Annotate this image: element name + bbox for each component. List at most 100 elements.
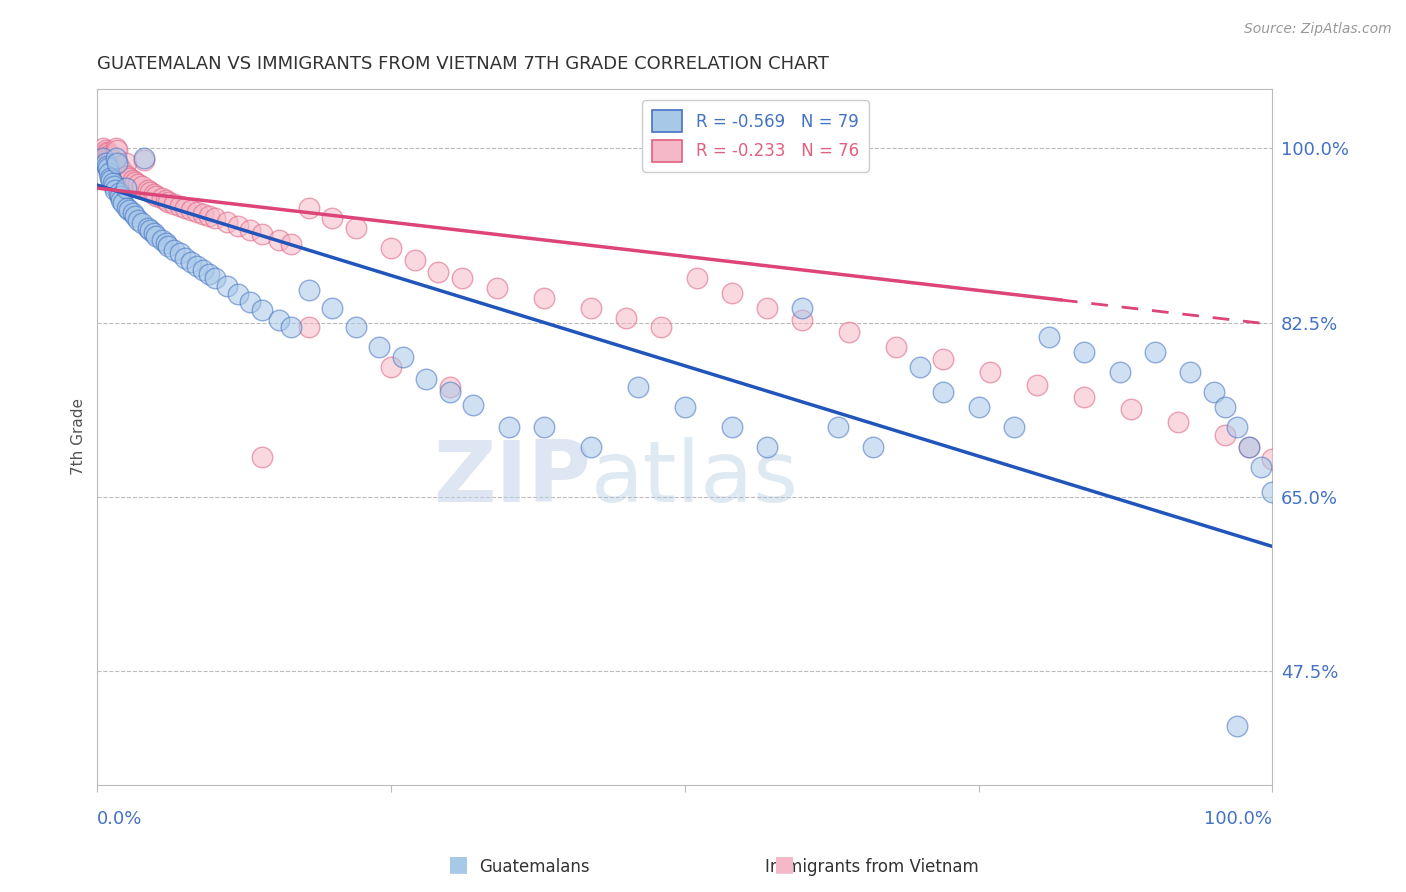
Point [533,291,555,305]
Text: GUATEMALAN VS IMMIGRANTS FROM VIETNAM 7TH GRADE CORRELATION CHART: GUATEMALAN VS IMMIGRANTS FROM VIETNAM 7T… [97,55,830,73]
Point [228,219,250,233]
Point [136,183,159,197]
Point [721,285,744,300]
Point [108,161,131,176]
Text: atlas: atlas [591,437,799,520]
Text: Immigrants from Vietnam: Immigrants from Vietnam [765,858,979,876]
Point [498,420,520,434]
Point [427,265,450,279]
Point [650,320,672,334]
Point [150,233,173,247]
Point [298,201,321,215]
Point [1121,402,1143,417]
Text: ■: ■ [449,855,468,874]
Point [250,227,273,241]
Point [139,223,162,237]
Point [105,141,128,155]
Point [139,185,162,199]
Point [756,301,779,315]
Point [174,251,197,265]
Point [103,155,125,169]
Point [112,196,135,211]
Point [134,153,156,168]
Point [215,278,238,293]
Point [186,205,208,219]
Point [228,286,250,301]
Point [344,320,367,334]
Point [107,186,129,200]
Point [105,151,128,165]
Point [105,156,128,170]
Point [96,159,118,173]
Point [1143,345,1166,359]
Point [1237,440,1260,454]
Point [103,179,125,194]
Point [155,193,177,207]
Point [131,216,153,230]
Point [439,385,461,400]
Point [321,301,343,315]
Point [114,156,136,170]
Point [463,398,485,412]
Text: 0.0%: 0.0% [97,810,143,829]
Point [380,241,402,255]
Point [250,450,273,464]
Point [155,235,177,250]
Point [121,206,143,220]
Point [163,197,186,211]
Point [186,259,208,273]
Point [344,221,367,235]
Point [98,171,121,186]
Point [91,151,114,165]
Point [180,202,202,217]
Point [100,153,122,167]
Point [101,153,124,168]
Point [450,270,472,285]
Point [614,310,637,325]
Point [96,145,118,160]
Point [108,189,131,203]
Point [932,352,955,367]
Point [721,420,744,434]
Point [1167,415,1189,429]
Point [112,165,135,179]
Point [1261,451,1284,466]
Point [191,262,214,277]
Point [368,340,391,354]
Point [98,150,121,164]
Text: 100.0%: 100.0% [1205,810,1272,829]
Point [1250,459,1272,474]
Point [792,301,814,315]
Point [145,228,167,243]
Point [198,267,221,281]
Point [104,183,127,197]
Point [156,239,179,253]
Point [150,191,173,205]
Point [908,360,931,375]
Point [392,351,415,365]
Point [110,193,132,207]
Point [827,420,849,434]
Point [114,181,136,195]
Point [97,146,120,161]
Point [579,440,602,454]
Point [118,202,141,217]
Point [485,281,508,295]
Point [298,320,321,334]
Point [1180,365,1202,379]
Point [1073,345,1095,359]
Point [533,420,555,434]
Point [1215,428,1237,442]
Legend: R = -0.569   N = 79, R = -0.233   N = 76: R = -0.569 N = 79, R = -0.233 N = 76 [643,101,869,171]
Text: Source: ZipAtlas.com: Source: ZipAtlas.com [1244,22,1392,37]
Point [215,215,238,229]
Point [204,211,226,225]
Point [127,177,149,191]
Point [1073,390,1095,404]
Point [1226,719,1249,733]
Text: ■: ■ [775,855,794,874]
Point [250,302,273,317]
Text: Guatemalans: Guatemalans [479,858,589,876]
Point [1002,420,1025,434]
Point [756,440,779,454]
